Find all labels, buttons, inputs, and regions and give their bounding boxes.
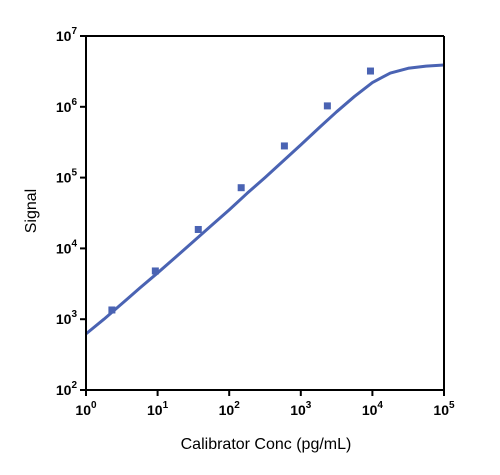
axes-layer bbox=[80, 35, 445, 396]
data-point bbox=[194, 225, 202, 233]
x-tick-label: 100 bbox=[75, 400, 97, 418]
data-point bbox=[108, 306, 116, 314]
fit-curve-line bbox=[85, 63, 445, 336]
data-point bbox=[237, 184, 245, 192]
data-points-layer bbox=[108, 67, 374, 314]
data-point bbox=[323, 102, 331, 110]
fit-curve-layer bbox=[85, 63, 445, 336]
y-tick-label: 103 bbox=[56, 309, 78, 327]
data-point bbox=[366, 67, 374, 75]
y-axis-title: Signal bbox=[23, 189, 40, 233]
x-tick-label: 102 bbox=[219, 400, 241, 418]
x-tick-label: 105 bbox=[433, 400, 455, 418]
x-tick-label: 101 bbox=[147, 400, 169, 418]
x-tick-label: 104 bbox=[362, 400, 384, 418]
data-point bbox=[151, 267, 159, 275]
x-tick-label: 103 bbox=[290, 400, 312, 418]
tick-labels-layer: 100 101 102 103 104 105 102 103 104 105 106 107 bbox=[56, 26, 455, 418]
x-axis-title: Calibrator Conc (pg/mL) bbox=[181, 436, 352, 453]
data-point bbox=[280, 142, 288, 150]
y-tick-label: 104 bbox=[56, 238, 78, 256]
y-tick-label: 106 bbox=[56, 97, 78, 115]
y-tick-label: 105 bbox=[56, 168, 78, 186]
y-tick-label: 107 bbox=[56, 26, 78, 44]
y-tick-label: 102 bbox=[56, 380, 78, 398]
